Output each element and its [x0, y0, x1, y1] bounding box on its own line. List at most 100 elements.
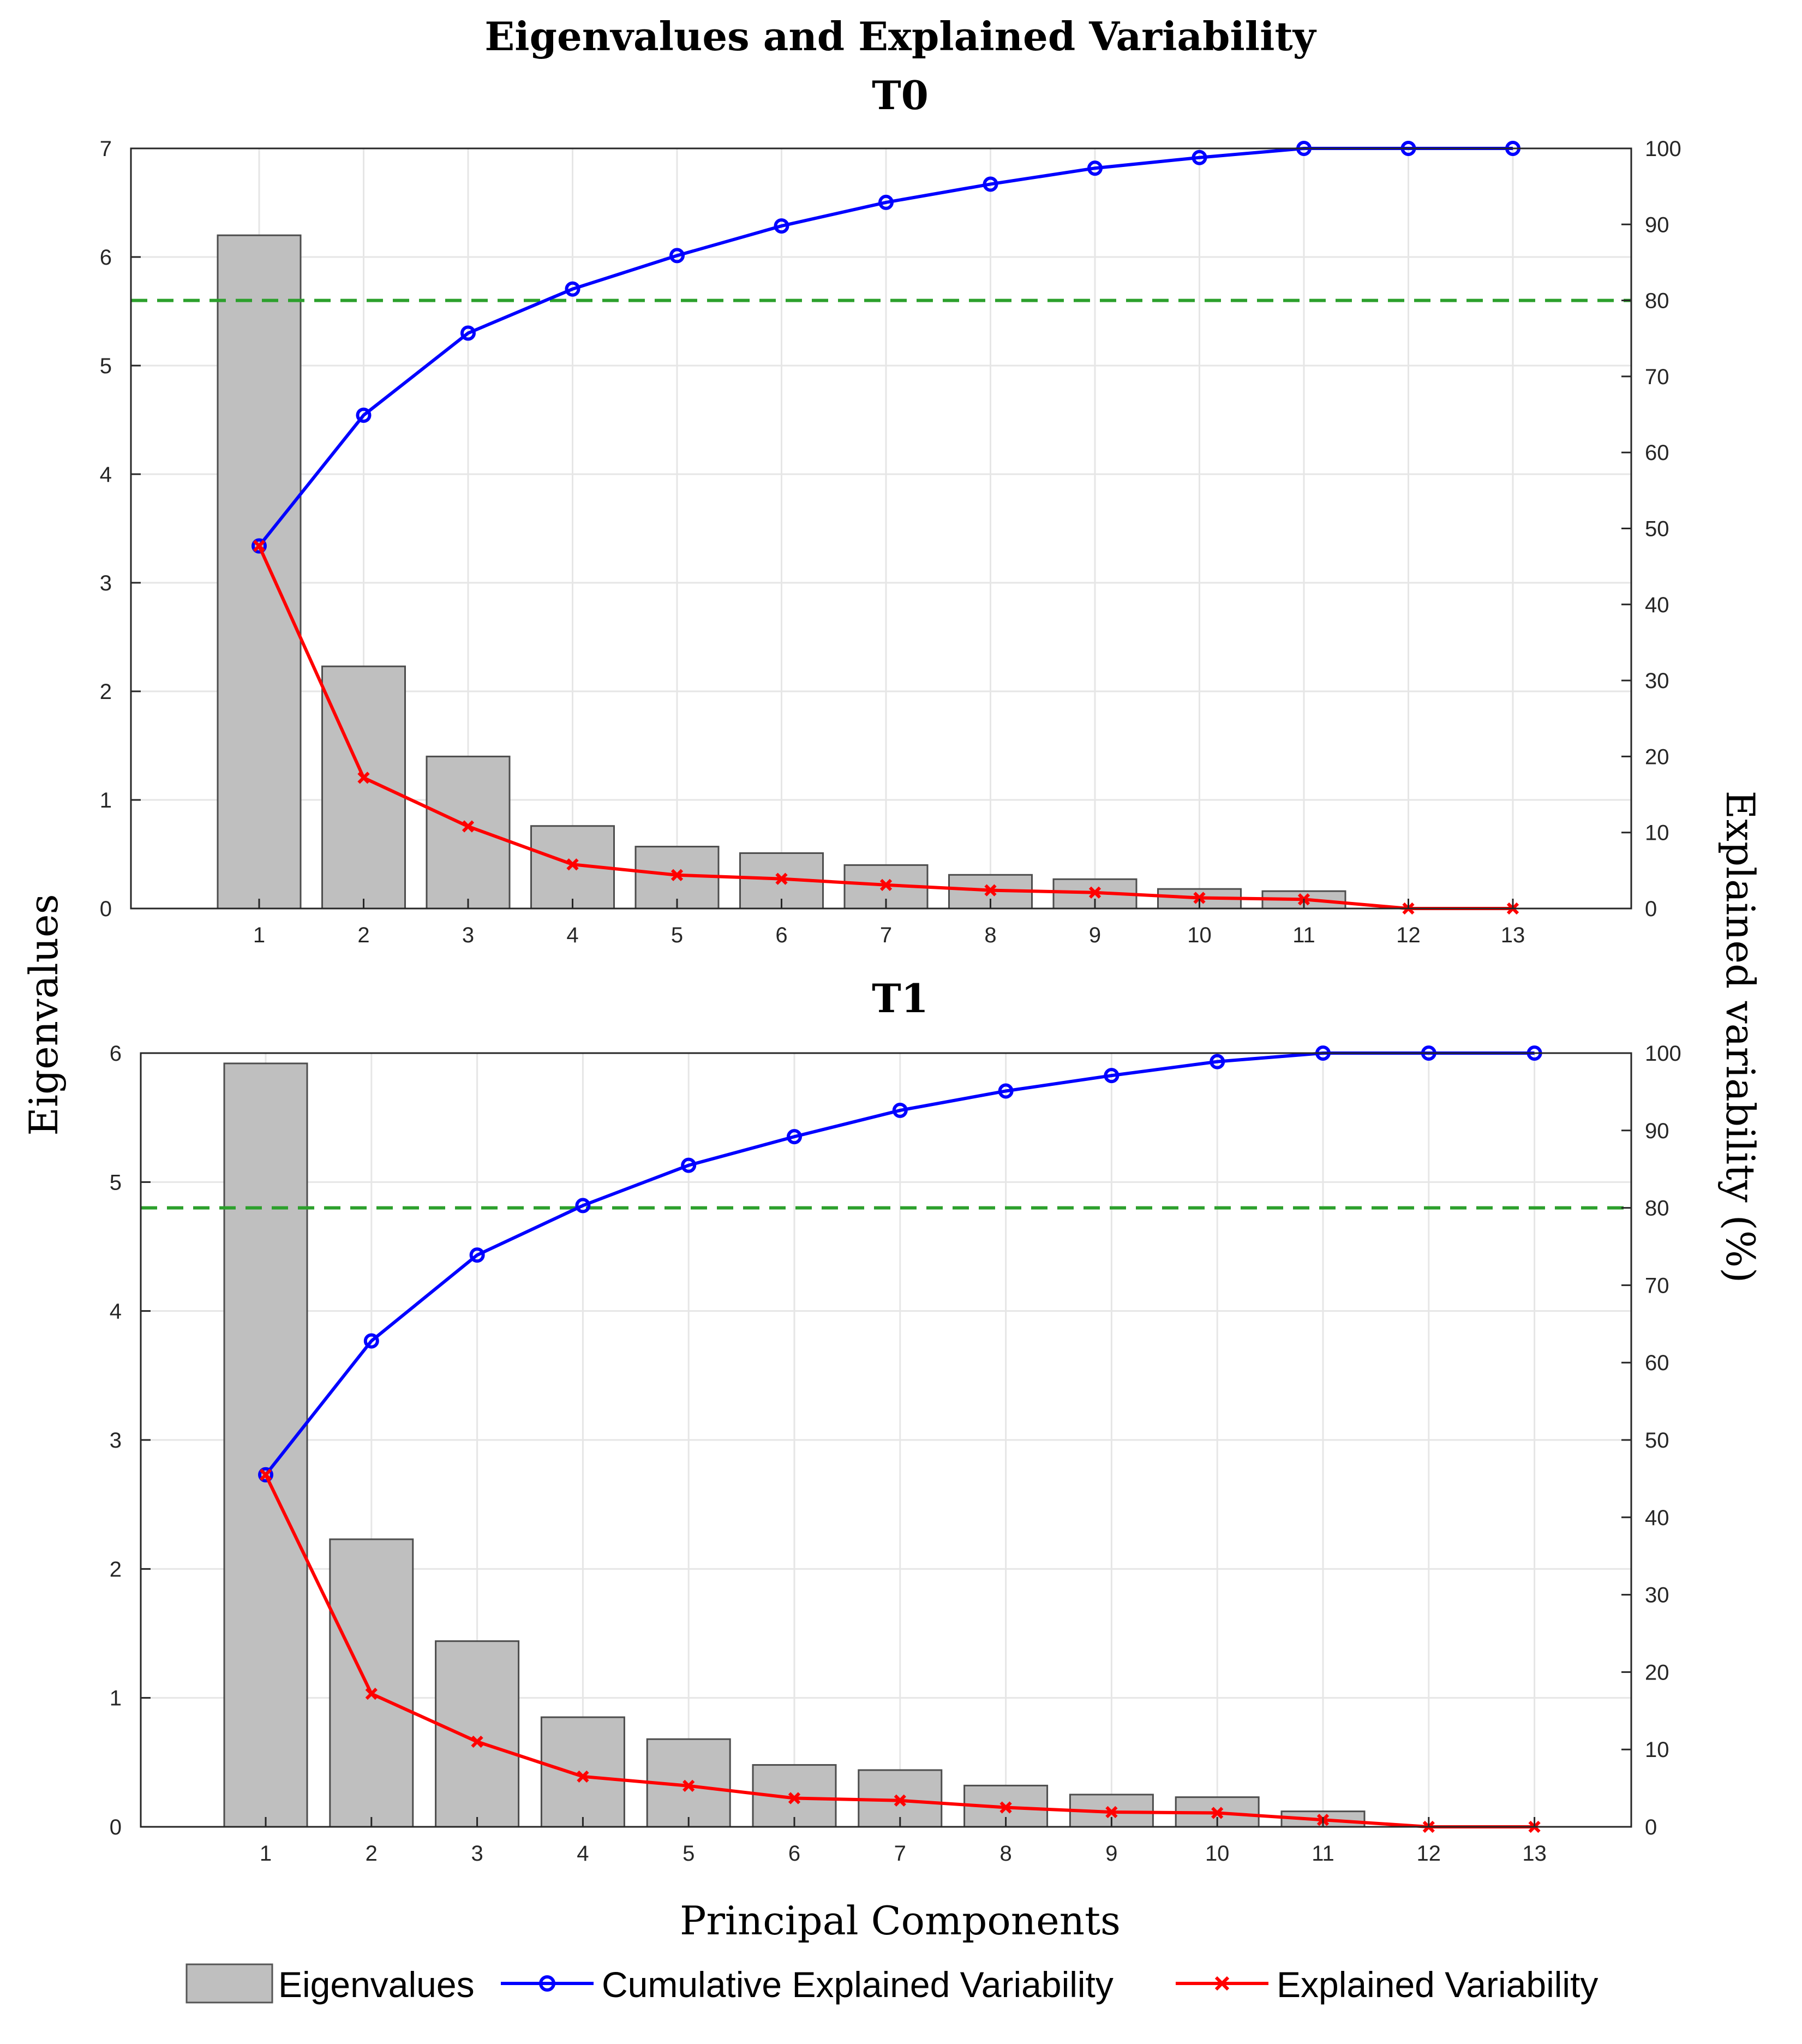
x-tick-label: 7 — [880, 923, 892, 947]
y-axis-label-left: Eigenvalues — [21, 894, 67, 1135]
x-tick-label: 11 — [1292, 923, 1315, 947]
x-tick-label: 3 — [462, 923, 474, 947]
left-tick-label: 1 — [110, 1687, 122, 1711]
right-tick-label: 70 — [1645, 1274, 1669, 1298]
eigenvalue-bar — [426, 755, 511, 910]
cumulative-point — [681, 1157, 697, 1173]
cumulative-point — [669, 248, 685, 264]
cumulative-point — [774, 218, 789, 234]
right-tick-label: 70 — [1645, 365, 1669, 389]
cumulative-point — [258, 1467, 273, 1483]
x-tick-label: 3 — [471, 1842, 483, 1866]
left-tick-label: 6 — [110, 1042, 122, 1066]
eigenvalue-bar — [329, 1538, 414, 1828]
explained-point — [1193, 892, 1206, 904]
explained-point — [894, 1794, 906, 1807]
right-tick-label: 10 — [1645, 821, 1669, 845]
x-tick-label: 2 — [357, 923, 369, 947]
left-tick-label: 7 — [100, 137, 112, 161]
legend-label-eigenvalues: Eigenvalues — [278, 1964, 475, 2005]
eigenvalue-bar — [321, 665, 406, 910]
right-tick-label: 90 — [1645, 1119, 1669, 1143]
right-tick-label: 100 — [1645, 1042, 1681, 1066]
legend-swatch-cumulative-marker — [539, 1975, 555, 1992]
figure-title: Eigenvalues and Explained Variability — [484, 13, 1316, 59]
left-tick-label: 4 — [100, 463, 112, 487]
legend-label-cumulative: Cumulative Explained Variability — [602, 1964, 1113, 2005]
left-tick-label: 6 — [100, 246, 112, 270]
explained-point — [577, 1770, 589, 1783]
cumulative-point — [998, 1083, 1014, 1099]
cumulative-point — [356, 407, 372, 423]
x-tick-label: 12 — [1396, 923, 1421, 947]
cumulative-point — [565, 281, 580, 297]
legend-label-explained: Explained Variability — [1277, 1964, 1598, 2005]
right-tick-label: 80 — [1645, 1197, 1669, 1221]
left-tick-label: 0 — [110, 1815, 122, 1839]
left-tick-label: 5 — [100, 354, 112, 378]
explained-point — [788, 1792, 801, 1804]
explained-point — [775, 872, 788, 885]
left-tick-label: 0 — [100, 897, 112, 921]
x-tick-label: 11 — [1312, 1842, 1334, 1866]
explained-point — [670, 869, 684, 881]
panel-title-t0: T0 — [872, 72, 929, 118]
explained-point — [253, 540, 266, 552]
right-tick-label: 40 — [1645, 593, 1669, 617]
left-tick-label: 1 — [100, 788, 112, 812]
eigenvalue-bar — [435, 1640, 520, 1828]
right-tick-label: 20 — [1645, 1660, 1669, 1684]
cumulative-point — [575, 1198, 591, 1214]
explained-point — [1211, 1807, 1224, 1819]
x-tick-label: 9 — [1089, 923, 1101, 947]
eigenvalue-bar — [223, 1062, 308, 1828]
right-tick-label: 30 — [1645, 1583, 1669, 1607]
x-tick-label: 8 — [984, 923, 996, 947]
explained-point — [879, 878, 893, 891]
cumulative-point — [1192, 150, 1207, 165]
right-tick-label: 80 — [1645, 289, 1669, 313]
cumulative-point — [460, 325, 476, 341]
x-tick-label: 1 — [260, 1842, 272, 1866]
x-tick-label: 6 — [775, 923, 787, 947]
eigenvalue-bar — [217, 234, 302, 910]
cumulative-point — [983, 176, 998, 192]
right-tick-label: 60 — [1645, 1351, 1669, 1375]
x-tick-label: 10 — [1205, 1842, 1230, 1866]
x-tick-label: 6 — [788, 1842, 800, 1866]
explained-point — [357, 772, 370, 784]
x-tick-label: 12 — [1417, 1842, 1441, 1866]
cumulative-point — [1104, 1068, 1119, 1084]
left-tick-label: 4 — [110, 1300, 122, 1324]
right-tick-label: 90 — [1645, 213, 1669, 237]
legend-swatch-explained-marker — [1214, 1976, 1230, 1991]
eigenvalue-bar — [540, 1716, 625, 1828]
explained-point — [984, 884, 997, 897]
left-tick-label: 2 — [110, 1557, 122, 1581]
panel-title-t1: T1 — [872, 975, 929, 1021]
x-tick-label: 2 — [366, 1842, 378, 1866]
x-tick-label: 8 — [999, 1842, 1011, 1866]
x-tick-label: 9 — [1105, 1842, 1117, 1866]
explained-point — [365, 1687, 378, 1700]
explained-point — [1088, 886, 1101, 899]
legend-swatch-eigenvalues — [185, 1963, 273, 2004]
cumulative-point — [1210, 1054, 1225, 1069]
right-tick-label: 100 — [1645, 137, 1681, 161]
right-tick-label: 0 — [1645, 897, 1657, 921]
x-tick-label: 4 — [577, 1842, 589, 1866]
explained-point — [259, 1468, 272, 1481]
right-tick-label: 30 — [1645, 669, 1669, 693]
x-tick-label: 1 — [253, 923, 265, 947]
x-tick-label: 13 — [1522, 1842, 1547, 1866]
x-tick-label: 10 — [1187, 923, 1212, 947]
x-tick-label: 4 — [566, 923, 578, 947]
cumulative-point — [787, 1129, 802, 1145]
x-tick-label: 13 — [1501, 923, 1525, 947]
explained-point — [999, 1801, 1012, 1814]
explained-point — [566, 858, 579, 871]
x-tick-label: 5 — [683, 1842, 695, 1866]
